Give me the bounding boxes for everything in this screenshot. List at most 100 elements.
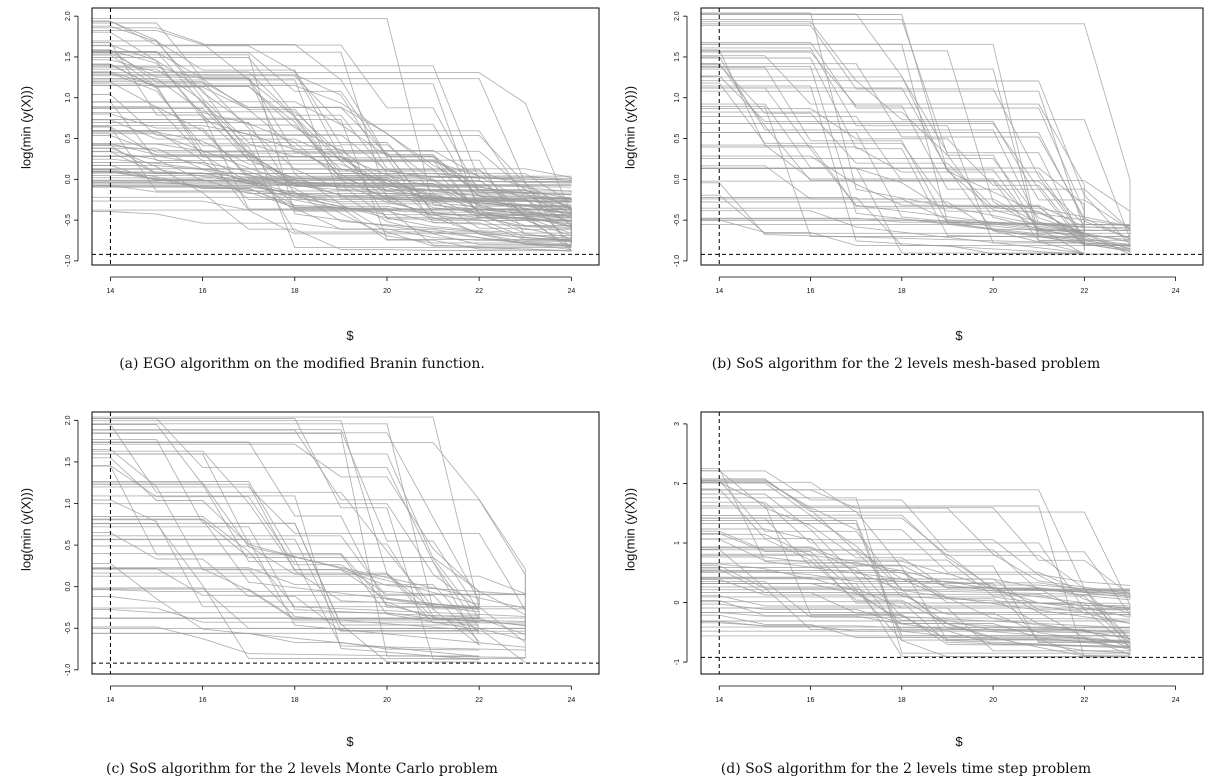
chart-caption: (a) EGO algorithm on the modified Branin… <box>119 356 485 372</box>
series-line <box>92 85 572 196</box>
series-line <box>701 55 1085 250</box>
x-tick-label: 16 <box>199 288 207 295</box>
x-tick-label: 14 <box>715 697 723 704</box>
series-line <box>701 19 1131 252</box>
series-line <box>92 482 526 609</box>
series-line <box>701 50 1085 255</box>
series-line <box>701 614 1131 658</box>
x-tick-label: 16 <box>807 288 815 295</box>
series-line <box>701 14 1131 255</box>
series-line <box>92 126 572 192</box>
series-line <box>92 552 526 641</box>
series-line <box>701 577 1131 648</box>
series-line <box>701 219 1131 255</box>
series-line <box>701 567 1131 629</box>
series-line <box>701 182 1085 244</box>
y-tick-label: 0.0 <box>65 174 72 184</box>
y-tick-label: 0.5 <box>65 134 72 144</box>
series-line <box>701 478 1131 648</box>
series-line <box>92 51 572 218</box>
series-line <box>701 601 1131 649</box>
y-tick-label: 1.0 <box>65 499 72 509</box>
x-tick-label: 24 <box>567 697 575 704</box>
series-line <box>701 63 1131 226</box>
series-line <box>92 25 572 244</box>
plot-frame <box>91 7 600 266</box>
series-line <box>701 523 1130 641</box>
series-line <box>701 549 1130 591</box>
series-line <box>701 595 1131 616</box>
x-tick-label: 18 <box>291 288 299 295</box>
series-line <box>92 429 526 641</box>
x-axis-label: $ <box>955 328 963 343</box>
chart-panel-c: 14 16 18 20 22 24 -1.0 -0.5 0.0 0.5 1.0 1.5 2.0 log(… <box>0 392 604 784</box>
chart-panel-a: 14 16 18 20 22 24 -1.0 -0.5 0.0 0.5 1.0 1.5 2.0 log(… <box>0 0 604 392</box>
series-line <box>701 501 1131 649</box>
chart-panel-b: 14 16 18 20 22 24 -1.0 -0.5 0.0 0.5 1.0 1.5 2.0 log(… <box>604 0 1208 392</box>
series-line <box>701 497 1130 654</box>
y-tick-label: -0.5 <box>65 622 72 634</box>
plot-frame <box>700 411 1204 675</box>
series-line <box>92 179 572 222</box>
x-tick-label: 14 <box>107 697 115 704</box>
series-line <box>92 65 572 252</box>
series-line <box>92 432 480 657</box>
series-line <box>92 42 572 210</box>
series-line <box>92 17 572 219</box>
series-group <box>701 468 1131 658</box>
series-line <box>92 106 572 177</box>
series-line <box>701 13 1085 235</box>
series-line <box>701 49 1085 235</box>
y-tick-label: 0.5 <box>65 540 72 550</box>
series-line <box>701 505 1130 658</box>
y-tick-label: 3 <box>674 422 681 426</box>
x-tick-label: 18 <box>291 697 299 704</box>
x-tick-label: 24 <box>1172 697 1180 704</box>
series-line <box>701 155 1131 230</box>
series-line <box>92 503 480 609</box>
series-line <box>701 123 1085 247</box>
series-line <box>92 535 480 610</box>
chart-svg-a: 14 16 18 20 22 24 -1.0 -0.5 0.0 0.5 1.0 1.5 2.0 <box>65 7 600 295</box>
series-line <box>701 87 1130 231</box>
y-tick-label: 1.0 <box>65 93 72 103</box>
series-line <box>701 68 1130 241</box>
plot-frame <box>700 7 1204 266</box>
series-line <box>92 113 572 208</box>
series-line <box>701 538 1131 641</box>
series-line <box>92 27 572 183</box>
chart-svg-d: 14 16 18 20 22 24 -1 0 1 2 3 <box>674 411 1204 704</box>
y-tick-label: 2 <box>674 481 681 485</box>
series-line <box>92 74 572 181</box>
series-line <box>92 424 480 607</box>
series-line <box>92 516 526 617</box>
series-line <box>701 530 1130 611</box>
series-line <box>701 180 1130 226</box>
y-tick-label: 1.0 <box>674 93 681 103</box>
y-tick-label: -1.0 <box>65 255 72 267</box>
series-line <box>92 125 572 216</box>
series-line <box>92 416 480 609</box>
series-line <box>701 210 1085 254</box>
x-tick-label: 14 <box>107 288 115 295</box>
series-line <box>92 589 526 596</box>
series-line <box>92 45 572 242</box>
series-line <box>701 553 1131 649</box>
series-line <box>701 578 1131 640</box>
series-line <box>701 131 1131 241</box>
series-line <box>92 538 480 631</box>
x-tick-label: 24 <box>567 288 575 295</box>
plot-frame <box>91 411 600 675</box>
series-line <box>701 468 1131 610</box>
chart-svg-b: 14 16 18 20 22 24 -1.0 -0.5 0.0 0.5 1.0 1.5 2.0 <box>674 7 1204 295</box>
y-axis-label: log(min (y(X))) <box>18 487 34 572</box>
series-line <box>92 518 526 629</box>
series-line <box>92 75 572 228</box>
y-tick-label: 2.0 <box>65 415 72 425</box>
y-tick-label: 1.5 <box>674 52 681 62</box>
series-line <box>701 144 1085 233</box>
series-line <box>701 576 1131 591</box>
y-tick-label: -1 <box>674 659 681 665</box>
series-line <box>92 147 572 252</box>
x-tick-label: 20 <box>383 697 391 704</box>
